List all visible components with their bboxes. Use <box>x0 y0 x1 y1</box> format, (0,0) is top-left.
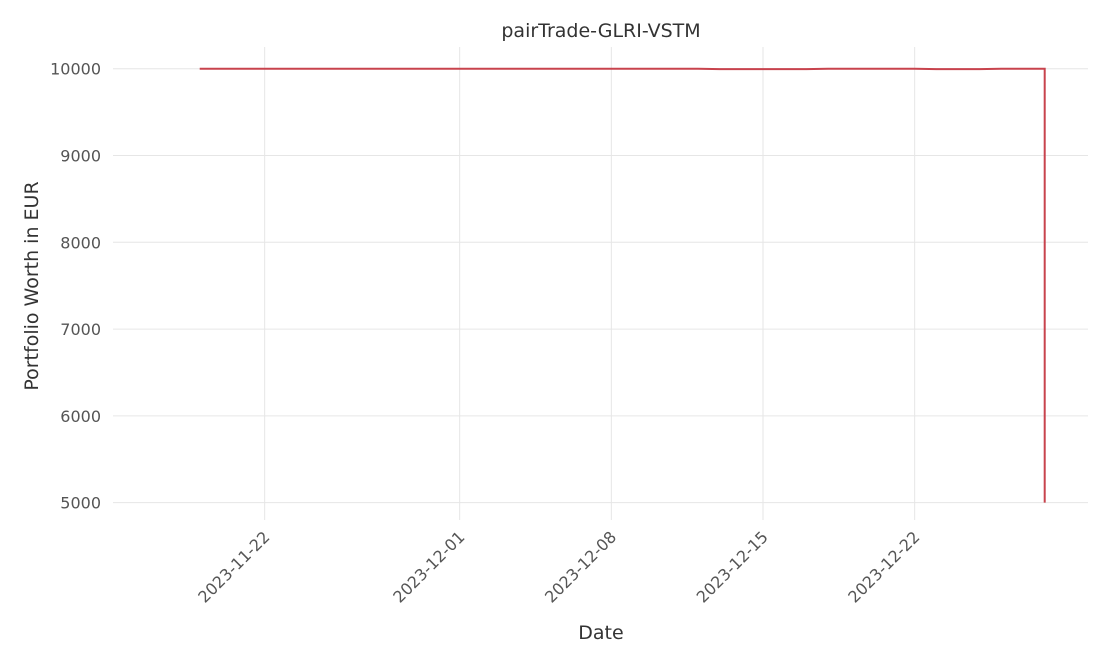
x-tick-label: 2023-12-15 <box>693 527 772 606</box>
series-line <box>199 67 1046 503</box>
x-tick-label: 2023-12-01 <box>389 527 468 606</box>
grid <box>113 47 1088 520</box>
x-tick-label: 2023-12-08 <box>541 527 620 606</box>
x-tick-label: 2023-12-22 <box>844 527 923 606</box>
y-tick-label: 5000 <box>60 494 101 513</box>
chart-title: pairTrade-GLRI-VSTM <box>501 20 700 42</box>
series-layer <box>199 67 1046 503</box>
tick-labels: 5000 6000 7000 8000 9000 10000 2023-11-22 2023-… <box>50 60 923 607</box>
x-axis-label: Date <box>578 622 623 644</box>
y-axis-label: Portfolio Worth in EUR <box>21 181 43 390</box>
y-tick-label: 9000 <box>60 146 101 165</box>
y-tick-label: 7000 <box>60 320 101 339</box>
y-tick-label: 6000 <box>60 407 101 426</box>
x-tick-label: 2023-11-22 <box>194 527 273 606</box>
y-tick-label: 8000 <box>60 233 101 252</box>
y-tick-label: 10000 <box>50 60 101 79</box>
